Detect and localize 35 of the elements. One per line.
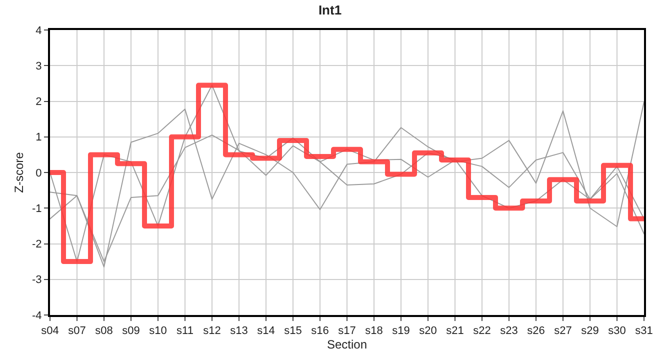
- x-tick-label: s31: [635, 325, 653, 338]
- x-tick-label: s23: [500, 325, 518, 338]
- x-axis-title: Section: [326, 338, 368, 352]
- x-tick-label: s09: [122, 325, 140, 338]
- y-tick-label: -2: [32, 238, 42, 251]
- x-tick-label: s21: [446, 325, 464, 338]
- x-tick-label: s26: [527, 325, 545, 338]
- y-tick-label: 0: [36, 167, 42, 180]
- x-tick-label: s10: [149, 325, 167, 338]
- y-tick-label: -3: [32, 274, 42, 286]
- y-tick-label: 2: [36, 96, 42, 108]
- y-tick-label: -1: [32, 202, 42, 215]
- x-tick-label: s17: [338, 325, 356, 338]
- y-tick-label: 3: [36, 60, 42, 72]
- x-tick-label: s12: [203, 325, 221, 338]
- x-tick-label: s16: [311, 325, 329, 338]
- x-tick-label: s30: [608, 325, 626, 338]
- x-tick-label: s20: [419, 325, 437, 338]
- x-tick-label: s08: [95, 325, 113, 338]
- chart-title: Int1: [318, 2, 342, 18]
- x-tick-label: s11: [176, 325, 194, 338]
- x-tick-label: s19: [392, 325, 410, 338]
- y-axis-title: Z-score: [12, 152, 26, 193]
- x-tick-label: s27: [554, 325, 572, 338]
- x-tick-label: s29: [581, 325, 599, 338]
- x-tick-label: s04: [41, 325, 59, 338]
- y-tick-label: 4: [36, 24, 42, 37]
- x-tick-label: s13: [230, 325, 248, 338]
- y-tick-label: -4: [32, 310, 42, 322]
- x-tick-label: s18: [365, 325, 383, 338]
- x-tick-label: s22: [473, 325, 491, 338]
- x-tick-label: s15: [284, 325, 302, 338]
- y-tick-label: 1: [36, 132, 42, 144]
- x-tick-label: s07: [68, 325, 86, 338]
- x-tick-label: s14: [257, 325, 275, 338]
